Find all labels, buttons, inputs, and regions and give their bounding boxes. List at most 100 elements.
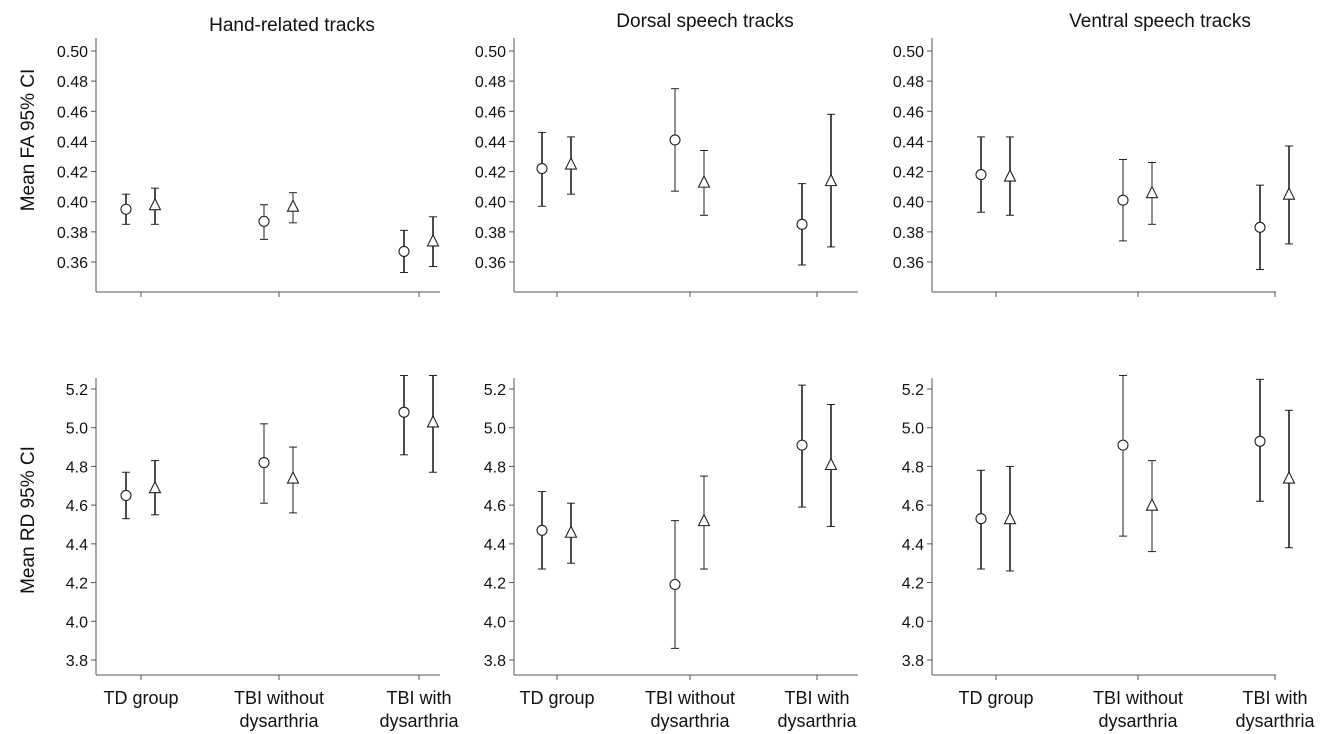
mean-marker-triangle (564, 156, 578, 170)
x-category-label: dysarthria (239, 711, 319, 731)
column-title-ventral: Ventral speech tracks (1069, 11, 1251, 32)
x-category-label: dysarthria (1235, 711, 1315, 731)
panels: 0.36 0.38 0.40 0.42 0.44 0.46 0.48 0.50 0.36 0.38… (57, 38, 1316, 731)
mean-marker-circle (669, 134, 681, 146)
y-tick-label: 5.0 (66, 421, 88, 438)
y-tick-label: 0.46 (475, 104, 506, 121)
y-tick-label: 0.48 (893, 74, 924, 91)
y-tick-label: 4.2 (66, 576, 88, 593)
y-tick-label: 0.48 (475, 74, 506, 91)
y-tick-label: 4.0 (902, 614, 924, 631)
mean-marker-triangle (286, 199, 300, 212)
mean-marker-triangle (148, 197, 162, 211)
column-title-hand: Hand-related tracks (209, 15, 375, 36)
mean-marker-triangle (286, 470, 300, 484)
mean-marker-circle (1117, 194, 1129, 206)
mean-marker-triangle (1003, 168, 1017, 182)
y-tick-label: 4.2 (902, 576, 924, 593)
y-tick-label: 4.4 (902, 537, 924, 554)
mean-marker-triangle (1282, 186, 1296, 200)
y-tick-label: 5.2 (902, 382, 924, 399)
mean-marker-triangle (1145, 185, 1159, 199)
mean-marker-circle (1117, 439, 1129, 451)
y-tick-label: 0.48 (57, 74, 88, 91)
mean-marker-circle (1254, 221, 1266, 233)
y-tick-label: 3.8 (66, 653, 88, 670)
x-category-label: TBI with (1242, 688, 1307, 708)
x-category-label: TBI with (784, 688, 849, 708)
mean-marker-triangle (824, 457, 838, 471)
y-tick-label: 0.50 (475, 44, 506, 61)
panel-fa-ventral: 0.36 0.38 0.40 0.42 0.44 0.46 0.48 0.50 (893, 38, 1296, 297)
mean-marker-triangle (697, 174, 711, 188)
y-tick-label: 3.8 (484, 653, 506, 670)
mean-marker-triangle (426, 233, 440, 247)
mean-marker-circle (1254, 435, 1266, 447)
column-titles: Hand-related tracks Dorsal speech tracks… (209, 11, 1251, 36)
y-tick-label: 4.6 (66, 498, 88, 515)
y-tick-label: 5.0 (484, 421, 506, 438)
y-tick-label: 5.0 (902, 421, 924, 438)
y-tick-label: 0.36 (57, 255, 88, 272)
panel-rd-ventral: 3.8 4.0 4.2 4.4 4.6 4.8 5.0 5.2 TD group TBI with… (902, 374, 1316, 731)
mean-marker-circle (536, 163, 548, 175)
row-label-fa: Mean FA 95% CI (18, 69, 39, 212)
y-tick-label: 4.0 (66, 614, 88, 631)
y-tick-label: 4.4 (484, 537, 506, 554)
mean-marker-triangle (824, 173, 838, 187)
y-tick-label: 3.8 (902, 653, 924, 670)
y-tick-label: 0.38 (893, 225, 924, 242)
mean-marker-triangle (148, 480, 162, 494)
y-tick-label: 4.8 (902, 459, 924, 476)
mean-marker-triangle (564, 525, 578, 538)
x-category-label: TD group (519, 688, 594, 708)
x-category-label: dysarthria (777, 711, 857, 731)
y-tick-label: 0.50 (893, 44, 924, 61)
y-tick-label: 0.42 (57, 165, 88, 182)
panel-rd-hand: 3.8 4.0 4.2 4.4 4.6 4.8 5.0 5.2 TD group TBI with… (66, 374, 460, 731)
y-tick-label: 4.8 (66, 459, 88, 476)
y-tick-label: 0.36 (475, 255, 506, 272)
y-tick-label: 4.6 (902, 498, 924, 515)
y-tick-label: 5.2 (66, 382, 88, 399)
mean-marker-triangle (697, 513, 711, 527)
mean-marker-circle (536, 524, 548, 536)
y-tick-label: 0.40 (893, 195, 924, 212)
panel-rd-dorsal: 3.8 4.0 4.2 4.4 4.6 4.8 5.0 5.2 TD group TBI with… (484, 378, 858, 731)
x-category-label: TBI without (234, 688, 324, 708)
y-tick-label: 0.40 (475, 195, 506, 212)
y-tick-label: 0.36 (893, 255, 924, 272)
mean-marker-circle (669, 578, 681, 591)
mean-marker-circle (120, 203, 132, 215)
x-category-label: TD group (958, 688, 1033, 708)
y-tick-label: 5.2 (484, 382, 506, 399)
panel-fa-dorsal: 0.36 0.38 0.40 0.42 0.44 0.46 0.48 0.50 (475, 38, 858, 297)
y-tick-label: 0.44 (57, 134, 88, 151)
mean-marker-circle (120, 489, 132, 502)
y-tick-label: 0.38 (57, 225, 88, 242)
y-tick-label: 0.44 (893, 134, 924, 151)
column-title-dorsal: Dorsal speech tracks (616, 11, 793, 32)
mean-marker-circle (258, 457, 270, 469)
y-tick-label: 4.6 (484, 498, 506, 515)
row-label-rd: Mean RD 95% CI (18, 446, 39, 594)
mean-marker-triangle (1145, 497, 1159, 511)
x-category-label: dysarthria (379, 711, 459, 731)
mean-marker-circle (796, 218, 808, 230)
y-tick-label: 0.40 (57, 195, 88, 212)
y-tick-label: 0.44 (475, 134, 506, 151)
mean-marker-circle (258, 215, 270, 227)
row-labels: Mean FA 95% CI Mean RD 95% CI (18, 69, 39, 594)
y-tick-label: 0.42 (475, 165, 506, 182)
mean-marker-circle (398, 406, 410, 418)
y-tick-label: 0.46 (57, 104, 88, 121)
y-tick-label: 0.38 (475, 225, 506, 242)
y-tick-label: 4.8 (484, 459, 506, 476)
mean-marker-triangle (426, 414, 440, 428)
mean-marker-circle (975, 513, 987, 525)
mean-marker-circle (796, 439, 808, 451)
mean-marker-circle (398, 245, 410, 257)
panel-fa-hand: 0.36 0.38 0.40 0.42 0.44 0.46 0.48 0.50 (57, 38, 440, 297)
x-category-label: dysarthria (650, 711, 730, 731)
